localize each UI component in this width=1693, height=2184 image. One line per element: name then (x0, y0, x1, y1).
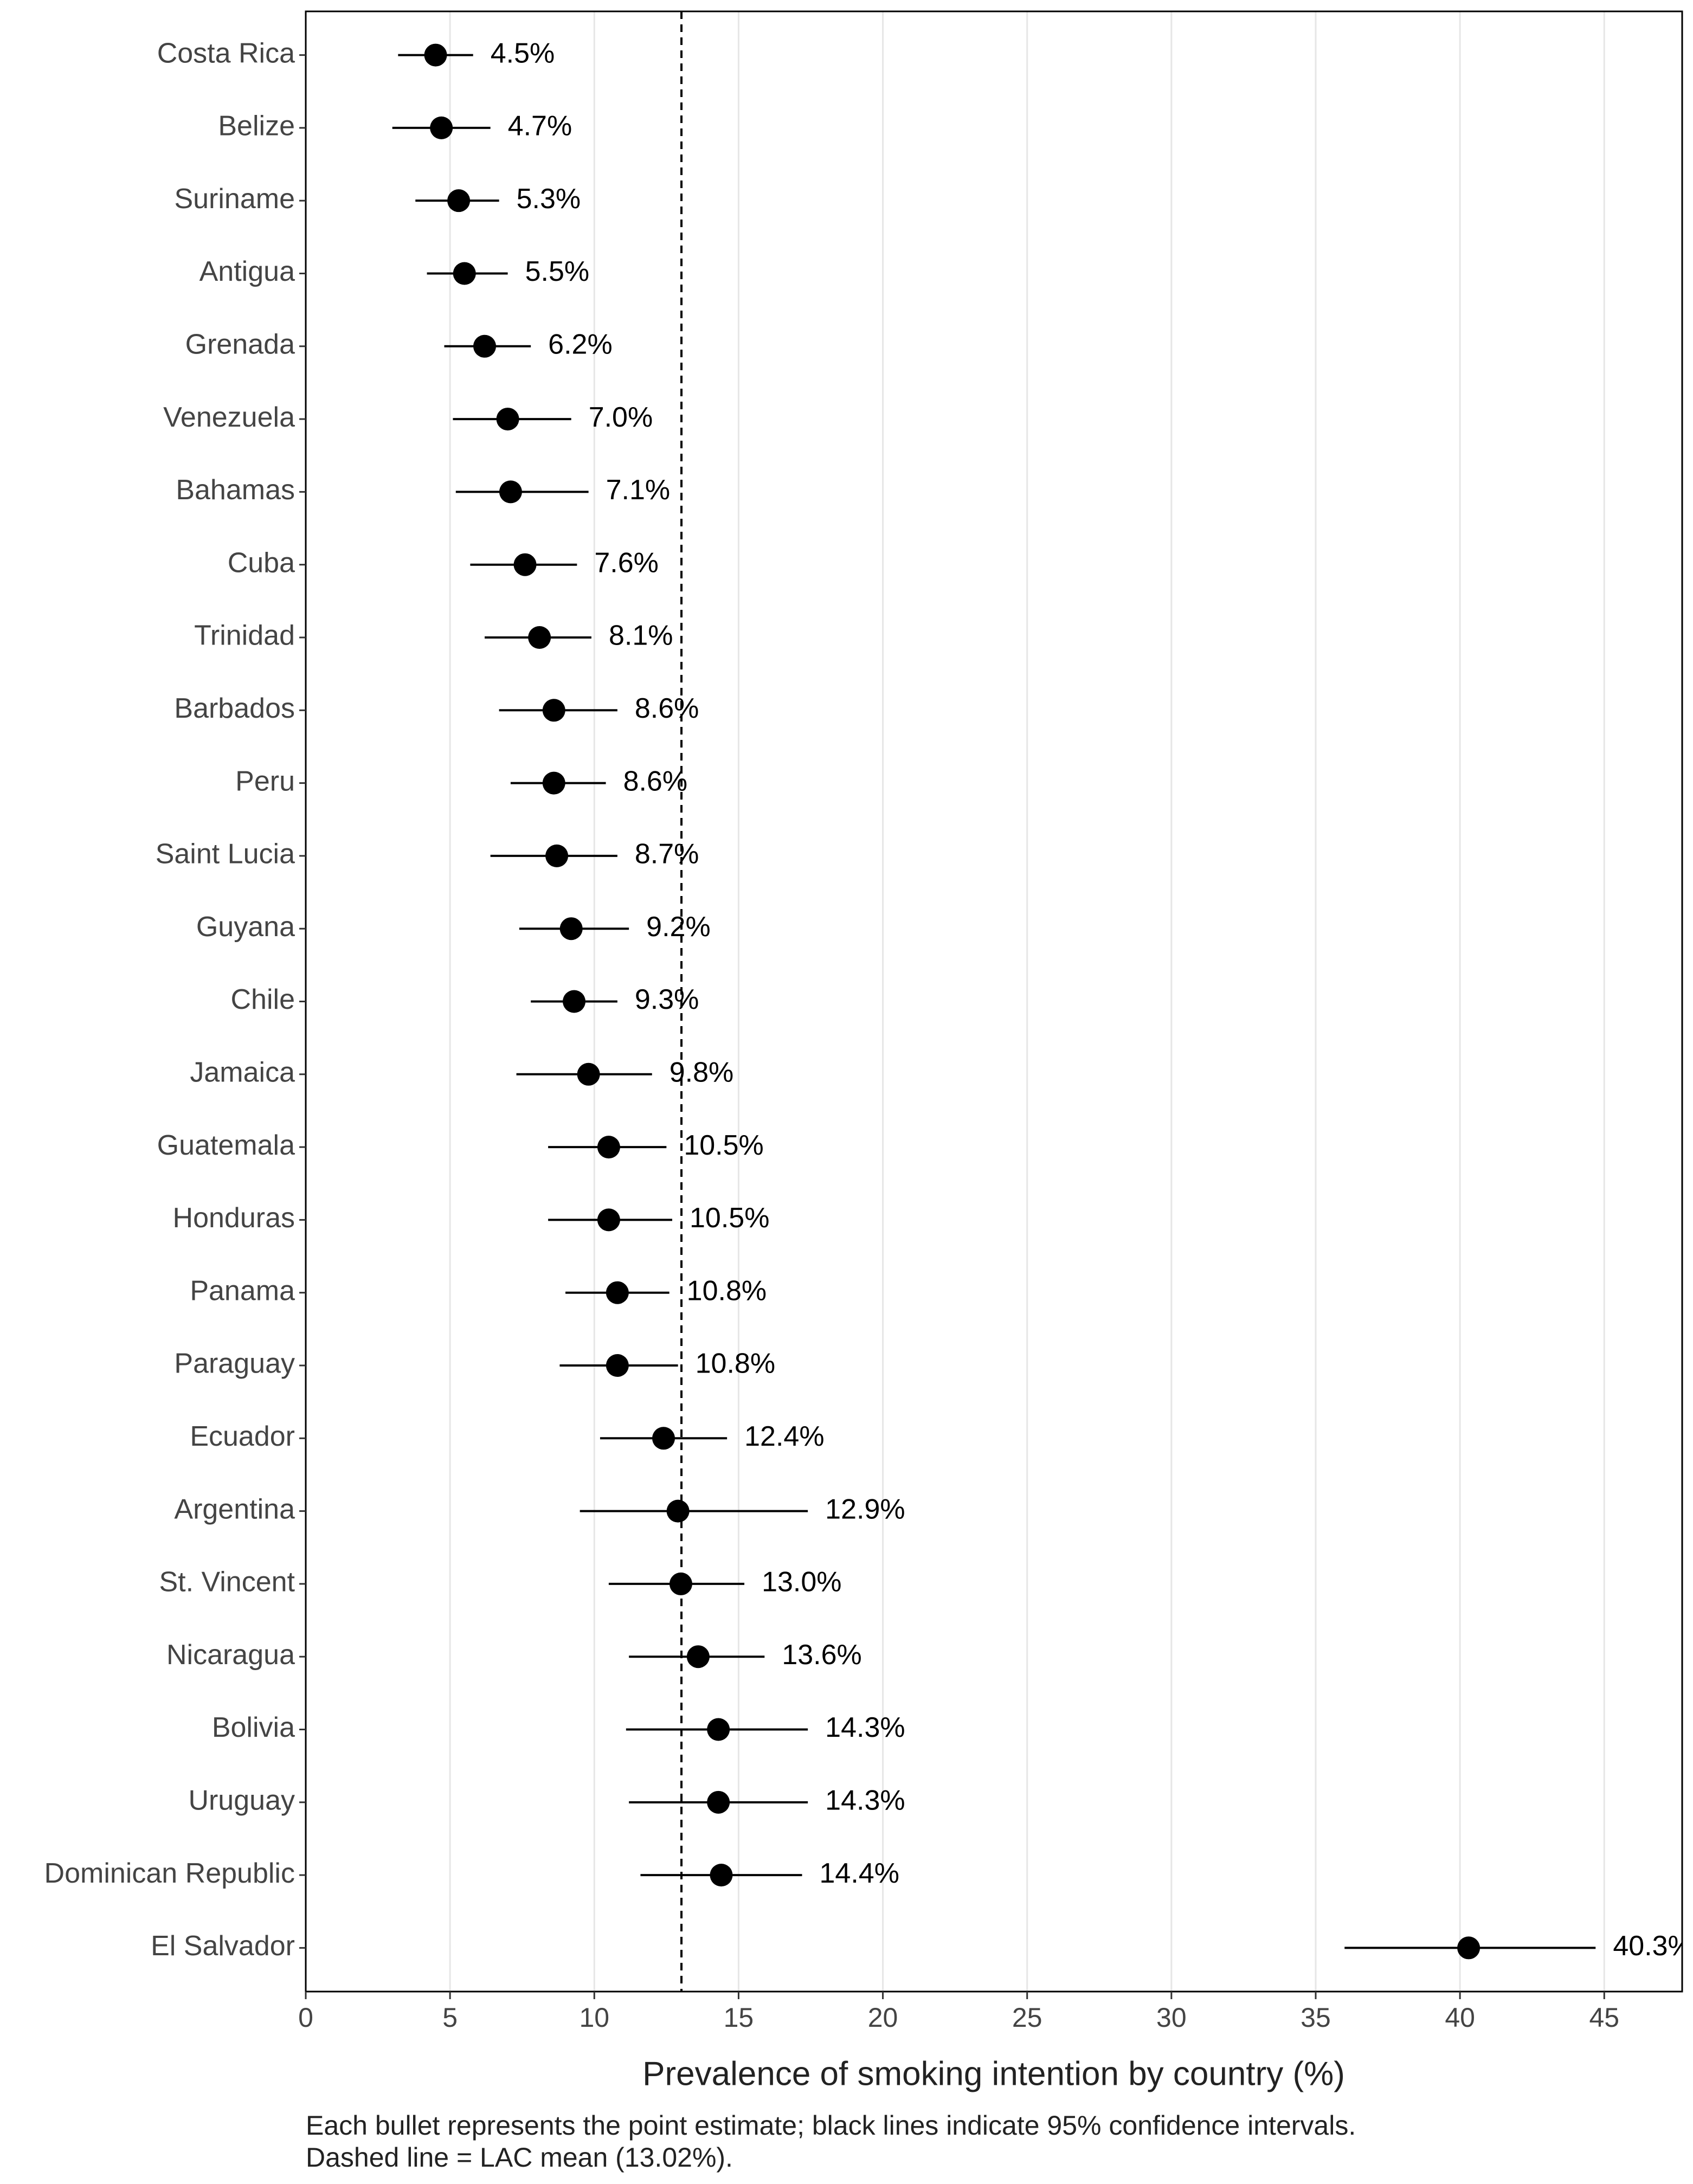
value-label: 7.1% (606, 474, 671, 506)
y-tick-label: Trinidad (194, 620, 295, 652)
y-tick-label: Costa Rica (157, 37, 295, 69)
x-tick-label: 20 (868, 2002, 898, 2033)
panel-border (305, 10, 1683, 1993)
value-label: 8.6% (623, 765, 688, 797)
point (597, 1136, 620, 1159)
y-tick-label: Barbados (174, 693, 295, 724)
x-tick-label: 15 (724, 2002, 754, 2033)
x-tick-label: 25 (1012, 2002, 1042, 2033)
y-tick-label: Nicaragua (166, 1639, 295, 1671)
y-tick-label: Grenada (185, 329, 295, 360)
value-label: 7.6% (594, 547, 659, 578)
point (1457, 1936, 1480, 1960)
point (542, 699, 565, 722)
value-label: 9.2% (646, 911, 711, 943)
value-label: 6.2% (548, 329, 613, 360)
value-label: 12.9% (825, 1493, 905, 1525)
value-label: 13.6% (782, 1639, 861, 1671)
x-tick-label: 35 (1301, 2002, 1331, 2033)
point (430, 116, 453, 139)
x-tick-label: 0 (298, 2002, 313, 2033)
y-tick-label: Ecuador (190, 1421, 295, 1452)
grid (305, 11, 1605, 1992)
x-tick-label: 10 (579, 2002, 609, 2033)
point (666, 1499, 690, 1523)
value-label: 10.8% (687, 1275, 767, 1306)
point (597, 1208, 620, 1232)
point (424, 43, 447, 67)
point (453, 262, 476, 285)
y-tick-label: Argentina (174, 1493, 295, 1525)
caption: Each bullet represents the point estimat… (306, 2110, 1356, 2141)
point (606, 1281, 629, 1304)
y-tick-label: Guyana (196, 911, 295, 943)
y-tick-label: Suriname (174, 183, 295, 215)
value-label: 13.0% (762, 1567, 841, 1598)
value-label: 40.3% (1613, 1930, 1692, 1962)
value-label: 8.7% (635, 839, 699, 870)
value-label: 8.1% (609, 620, 673, 652)
x-tick-label: 45 (1589, 2002, 1619, 2033)
value-label: 4.7% (508, 111, 572, 142)
point (499, 480, 522, 504)
y-tick-label: Dominican Republic (44, 1858, 295, 1889)
y-tick-label: Bahamas (176, 474, 295, 506)
point (545, 844, 569, 867)
y-tick-label: Paraguay (174, 1348, 295, 1380)
point (707, 1718, 730, 1741)
y-tick-label: Antigua (199, 256, 295, 287)
x-tick-label: 30 (1156, 2002, 1187, 2033)
value-label: 10.5% (690, 1202, 769, 1234)
point (577, 1062, 600, 1086)
y-tick-label: Chile (231, 984, 295, 1015)
value-label: 14.3% (825, 1712, 905, 1743)
y-tick-label: Honduras (173, 1202, 295, 1234)
point (528, 626, 551, 649)
y-tick-label: St. Vincent (159, 1567, 295, 1598)
x-axis-title: Prevalence of smoking intention by count… (642, 2055, 1345, 2092)
x-tick-label: 40 (1445, 2002, 1475, 2033)
y-tick-label: Peru (235, 765, 295, 797)
point (473, 334, 497, 358)
point (496, 408, 519, 431)
y-tick-label: Cuba (228, 547, 295, 578)
point (669, 1572, 692, 1595)
value-label: 8.6% (635, 693, 699, 724)
caption: Dashed line = LAC mean (13.02%). (306, 2142, 733, 2173)
value-label: 9.3% (635, 984, 699, 1015)
point (686, 1645, 710, 1668)
y-tick-label: Uruguay (188, 1785, 295, 1816)
point (513, 553, 537, 576)
value-label: 7.0% (589, 402, 653, 433)
value-label: 5.5% (525, 256, 590, 287)
y-tick-label: El Salvador (151, 1930, 295, 1962)
y-tick-label: Belize (218, 111, 295, 142)
y-tick-label: Bolivia (212, 1712, 295, 1743)
x-tick-label: 5 (442, 2002, 458, 2033)
value-label: 9.8% (670, 1057, 734, 1088)
value-label: 14.4% (820, 1858, 899, 1889)
plot-area: 4.5% 4.7% 5.3% 5.5% 6.2% 7.0% 7.1% 7.6% 8.1% 8.6%… (392, 11, 1692, 1992)
y-tick-label: Saint Lucia (156, 839, 295, 870)
value-label: 14.3% (825, 1785, 905, 1816)
value-label: 10.5% (684, 1130, 763, 1161)
point (542, 771, 565, 795)
point (707, 1790, 730, 1814)
y-tick-label: Panama (190, 1275, 295, 1306)
y-tick-label: Jamaica (190, 1057, 295, 1088)
value-label: 12.4% (744, 1421, 824, 1452)
point (559, 917, 583, 940)
point (710, 1864, 733, 1887)
y-tick-label: Guatemala (157, 1130, 295, 1161)
value-label: 4.5% (491, 37, 555, 69)
point (606, 1354, 629, 1377)
point (447, 189, 471, 212)
value-label: 10.8% (696, 1348, 775, 1380)
y-tick-label: Venezuela (163, 402, 295, 433)
value-label: 5.3% (517, 183, 581, 215)
point (563, 990, 586, 1013)
point (652, 1427, 675, 1450)
